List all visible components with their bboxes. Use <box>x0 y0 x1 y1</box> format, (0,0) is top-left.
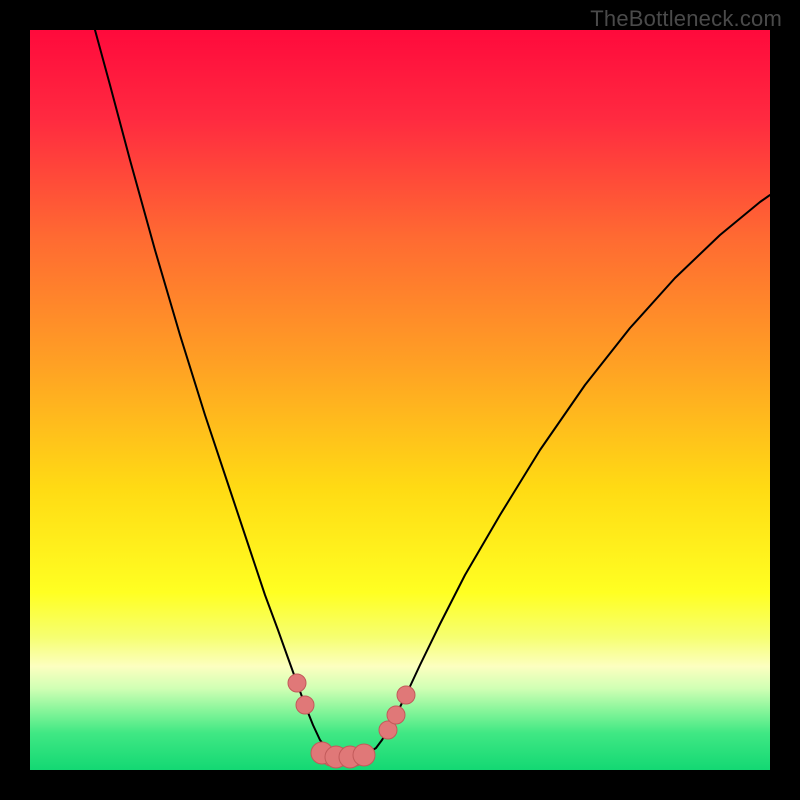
curve-bead <box>397 686 415 704</box>
curve-bead <box>387 706 405 724</box>
curve-bead <box>296 696 314 714</box>
curve-bead <box>288 674 306 692</box>
gradient-background <box>30 30 770 770</box>
bottom-bead <box>353 744 375 766</box>
chart-svg <box>30 30 770 770</box>
watermark-text: TheBottleneck.com <box>590 6 782 32</box>
plot-frame <box>30 30 770 770</box>
